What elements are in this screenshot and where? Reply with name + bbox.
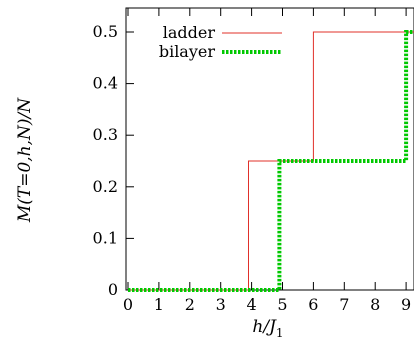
legend-label-bilayer: bilayer — [159, 42, 216, 61]
x-tick-label: 5 — [277, 295, 287, 314]
x-axis-label: h/J1 — [252, 317, 283, 340]
y-tick-label: 0.4 — [93, 74, 118, 93]
x-tick-label: 6 — [308, 295, 318, 314]
y-tick-label: 0.3 — [93, 125, 118, 144]
x-tick-label: 3 — [216, 295, 226, 314]
x-axis-label-subscript: 1 — [276, 326, 284, 340]
x-tick-label: 1 — [154, 295, 164, 314]
x-tick-label: 4 — [247, 295, 257, 314]
y-axis-label: M(T=0,h,N)/N — [15, 97, 35, 223]
y-tick-label: 0 — [108, 280, 118, 299]
x-tick-label: 9 — [401, 295, 411, 314]
x-tick-label: 0 — [123, 295, 133, 314]
x-tick-label: 2 — [185, 295, 195, 314]
x-tick-label: 7 — [339, 295, 349, 314]
y-tick-label: 0.1 — [93, 228, 118, 247]
y-tick-label: 0.5 — [93, 22, 118, 41]
x-tick-label: 8 — [370, 295, 380, 314]
legend-label-ladder: ladder — [163, 23, 216, 42]
y-tick-label: 0.2 — [93, 177, 118, 196]
series-line-bilayer — [128, 30, 414, 292]
